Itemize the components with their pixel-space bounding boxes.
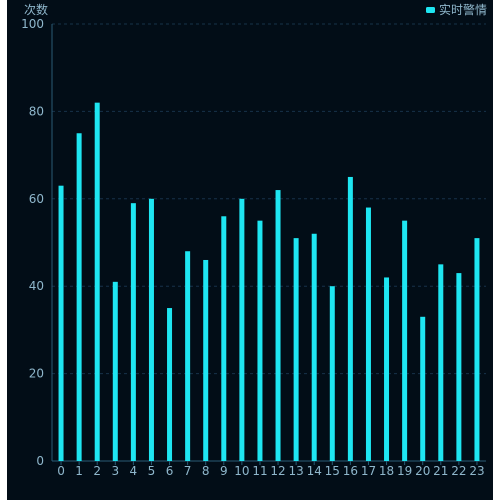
x-tick-label: 22: [451, 464, 466, 478]
bar[interactable]: [112, 281, 118, 461]
x-tick-label: 8: [202, 464, 210, 478]
legend-swatch: [426, 7, 435, 13]
x-tick-label: 18: [379, 464, 394, 478]
x-tick-label: 10: [234, 464, 249, 478]
bar[interactable]: [347, 176, 353, 461]
x-tick-label: 2: [93, 464, 101, 478]
y-tick-label: 0: [36, 454, 44, 468]
bar[interactable]: [311, 233, 317, 461]
bar[interactable]: [275, 190, 281, 461]
x-tick-label: 6: [166, 464, 174, 478]
bar[interactable]: [185, 251, 191, 461]
bar[interactable]: [329, 286, 335, 461]
bar[interactable]: [474, 238, 480, 461]
axis-layer: [51, 24, 486, 465]
x-tick-label: 20: [415, 464, 430, 478]
x-tick-label: 14: [307, 464, 322, 478]
bar[interactable]: [167, 308, 173, 461]
bar[interactable]: [384, 277, 390, 461]
legend-label: 实时警情: [439, 2, 487, 17]
x-tick-label: 19: [397, 464, 412, 478]
y-tick-label: 60: [29, 192, 44, 206]
bar-layer: [58, 102, 480, 462]
x-tick-label: 15: [325, 464, 340, 478]
bar[interactable]: [456, 273, 462, 461]
bar[interactable]: [203, 259, 209, 461]
bar[interactable]: [239, 198, 245, 462]
x-tick-label: 23: [469, 464, 484, 478]
bar[interactable]: [58, 185, 64, 461]
y-tick-label: 40: [29, 279, 44, 293]
bar[interactable]: [438, 264, 444, 461]
x-tick-label: 16: [343, 464, 358, 478]
x-tick-label: 13: [288, 464, 303, 478]
bar[interactable]: [365, 207, 371, 461]
x-tick-label: 17: [361, 464, 376, 478]
x-tick-label: 4: [130, 464, 138, 478]
bar[interactable]: [293, 238, 299, 461]
grid-layer: [52, 23, 486, 375]
bar[interactable]: [420, 316, 426, 461]
x-tick-label: 11: [252, 464, 267, 478]
bar[interactable]: [94, 102, 100, 461]
bar[interactable]: [76, 133, 82, 461]
y-tick-label: 100: [21, 17, 44, 31]
bar[interactable]: [148, 198, 154, 462]
x-tick-label: 0: [57, 464, 65, 478]
x-tick-label: 7: [184, 464, 192, 478]
chart-panel: [7, 0, 493, 500]
x-tick-label: 12: [270, 464, 285, 478]
x-tick-label: 5: [148, 464, 156, 478]
y-tick-label: 20: [29, 367, 44, 381]
bar[interactable]: [130, 203, 136, 462]
x-tick-label: 9: [220, 464, 228, 478]
bar[interactable]: [402, 220, 408, 461]
x-tick-label: 1: [75, 464, 83, 478]
x-tick-label: 21: [433, 464, 448, 478]
bar[interactable]: [221, 216, 227, 461]
y-tick-label: 80: [29, 104, 44, 118]
y-axis-title: 次数: [24, 2, 48, 17]
x-tick-label: 3: [111, 464, 119, 478]
bar[interactable]: [257, 220, 263, 461]
legend[interactable]: 实时警情: [426, 2, 487, 17]
